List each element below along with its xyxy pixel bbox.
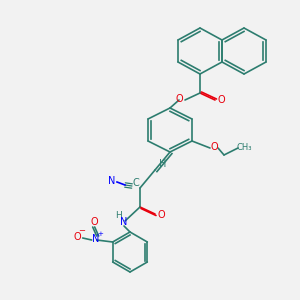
Text: +: +: [98, 231, 103, 237]
Text: CH₃: CH₃: [236, 143, 252, 152]
Text: H: H: [116, 212, 122, 220]
Text: N: N: [120, 217, 128, 227]
Text: N: N: [92, 234, 99, 244]
Text: C: C: [133, 178, 140, 188]
Text: O: O: [217, 95, 225, 105]
Text: O: O: [74, 232, 82, 242]
Text: O: O: [91, 217, 98, 227]
Text: N: N: [108, 176, 116, 186]
Text: H: H: [159, 159, 167, 169]
Text: O: O: [210, 142, 218, 152]
Text: O: O: [157, 210, 165, 220]
Text: O: O: [175, 94, 183, 104]
Text: −: −: [78, 226, 85, 236]
